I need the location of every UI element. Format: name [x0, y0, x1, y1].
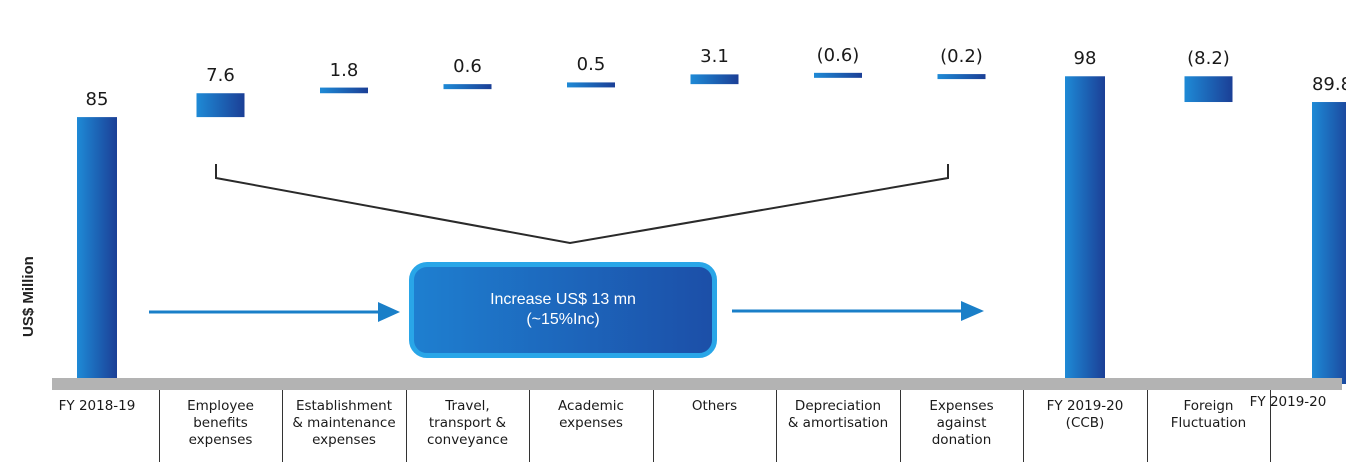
category-label-line: expenses	[559, 415, 623, 431]
category-separator	[653, 390, 654, 462]
value-label-8: 98	[1073, 48, 1097, 70]
category-label-5: Others	[657, 398, 773, 415]
value-label-9: (8.2)	[1187, 48, 1230, 70]
category-label-3: Travel, transport & conveyance	[410, 398, 526, 449]
category-separator	[1023, 390, 1024, 462]
category-label-line: & amortisation	[787, 415, 889, 431]
value-label-1: 7.6	[206, 65, 235, 87]
category-label-6: Depreciation & amortisation	[780, 398, 896, 432]
value-label-5: 3.1	[700, 46, 729, 68]
category-label-10: FY 2019-20	[1230, 394, 1346, 411]
bar-0	[77, 117, 117, 384]
arrow-right-head	[961, 301, 984, 321]
category-label-line: & maintenance	[292, 415, 396, 431]
category-label-line: Academic	[558, 398, 624, 414]
value-label-10: 89.8	[1311, 74, 1346, 96]
category-label-line: Fluctuation	[1170, 415, 1247, 431]
category-label-line: transport &	[428, 415, 507, 431]
category-label-line: donation	[931, 432, 992, 448]
category-separator	[282, 390, 283, 462]
category-label-line: Expenses	[929, 398, 994, 414]
category-separator	[1270, 390, 1271, 462]
category-label-line: FY 2019-20	[1046, 398, 1124, 414]
category-label-line: Travel,	[445, 398, 490, 414]
category-label-line: Others	[691, 398, 738, 414]
category-label-line: Employee	[187, 398, 254, 414]
category-label-0: FY 2018-19	[39, 398, 155, 415]
bracket-line	[215, 164, 949, 245]
bar-7	[937, 74, 986, 80]
value-label-0: 85	[85, 89, 109, 111]
value-label-3: 0.6	[453, 56, 482, 78]
value-label-4: 0.5	[576, 54, 606, 76]
category-label-line: (CCB)	[1065, 415, 1105, 431]
category-label-9: Foreign Fluctuation	[1151, 398, 1267, 432]
category-separator	[159, 390, 160, 462]
category-separator	[529, 390, 530, 462]
category-label-line: against	[936, 415, 987, 431]
bar-1	[196, 93, 245, 118]
category-label-line: Foreign	[1183, 398, 1234, 414]
increase-callout: Increase US$ 13 mn (~15%Inc)	[409, 262, 717, 358]
y-axis-label: US$ Million	[20, 256, 37, 337]
value-label-6: (0.6)	[816, 44, 860, 66]
bar-8	[1065, 76, 1105, 384]
bar-group	[77, 72, 1346, 384]
category-label-line: conveyance	[426, 432, 509, 448]
category-label-line: expenses	[188, 432, 253, 448]
category-separator	[900, 390, 901, 462]
category-separator	[406, 390, 407, 462]
value-label-7: (0.2)	[940, 46, 983, 68]
callout-line-1: Increase US$ 13 mn	[490, 291, 636, 308]
category-separator	[1147, 390, 1148, 462]
category-label-line: FY 2019-20	[1249, 394, 1327, 410]
bar-4	[567, 82, 615, 88]
category-label-line: Depreciation	[794, 398, 882, 414]
bar-3	[443, 84, 492, 90]
bar-6	[814, 72, 862, 78]
bar-5	[690, 74, 739, 85]
value-label-2: 1.8	[329, 59, 359, 81]
bar-2	[320, 87, 368, 94]
callout-line-2: (~15%Inc)	[526, 311, 600, 328]
category-label-1: Employee benefits expenses	[163, 398, 279, 449]
x-axis-band	[52, 378, 1342, 390]
bar-10	[1312, 102, 1346, 384]
category-separator	[776, 390, 777, 462]
category-label-line: Establishment	[295, 398, 393, 414]
category-label-line: benefits	[193, 415, 248, 431]
arrow-left-head	[378, 302, 400, 322]
category-label-7: Expenses against donation	[904, 398, 1020, 449]
category-label-line: expenses	[312, 432, 376, 448]
category-label-2: Establishment & maintenance expenses	[286, 398, 402, 449]
category-label-8: FY 2019-20 (CCB)	[1027, 398, 1143, 432]
bar-9	[1184, 76, 1233, 103]
category-label-4: Academic expenses	[533, 398, 649, 432]
category-label-line: FY 2018-19	[58, 398, 136, 414]
